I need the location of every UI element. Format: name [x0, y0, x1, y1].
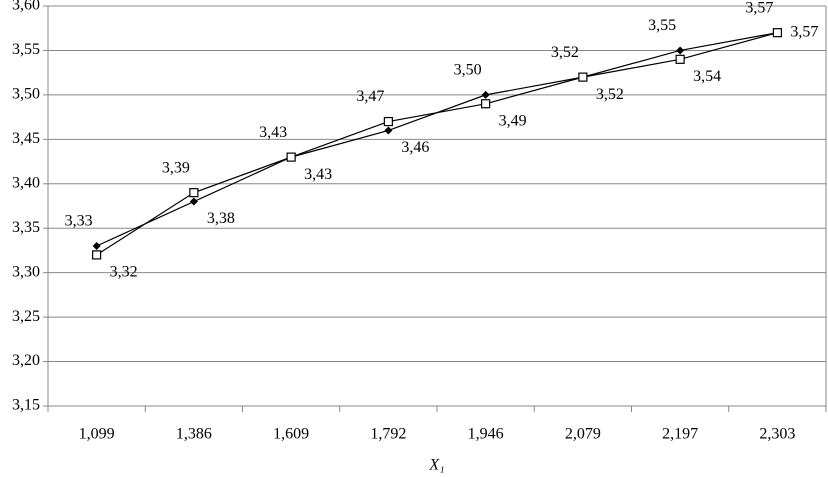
data-label: 3,47 — [356, 88, 384, 105]
y-tick-label: 3,25 — [12, 308, 40, 325]
y-tick-label: 3,55 — [12, 41, 40, 58]
data-label: 3,52 — [596, 86, 624, 103]
marker — [481, 99, 491, 109]
x-tick-label: 1,609 — [273, 426, 309, 443]
y-tick-label: 3,35 — [12, 219, 40, 236]
series-line — [96, 32, 778, 256]
data-label: 3,52 — [551, 44, 579, 61]
y-tick-label: 3,45 — [12, 130, 40, 147]
x-tick-label: 1,792 — [370, 426, 406, 443]
x-axis-label: X₁ — [428, 457, 444, 474]
marker — [676, 46, 685, 55]
x-tick-label: 2,079 — [565, 426, 601, 443]
marker — [772, 28, 782, 38]
marker — [92, 250, 102, 260]
marker — [384, 126, 393, 135]
x-tick-label: 1,099 — [79, 426, 115, 443]
data-label: 3,55 — [648, 17, 676, 34]
data-label: 3,32 — [110, 264, 138, 281]
y-tick-label: 3,50 — [12, 86, 40, 103]
marker — [189, 188, 199, 198]
data-label: 3,46 — [401, 139, 429, 156]
data-label: 3,57 — [745, 0, 773, 16]
marker — [189, 197, 198, 206]
x-tick-label: 2,197 — [662, 426, 698, 443]
marker — [675, 54, 685, 64]
x-tick-label: 1,946 — [468, 426, 504, 443]
data-label: 3,43 — [304, 166, 332, 183]
marker — [481, 90, 490, 99]
y-tick-label: 3,20 — [12, 352, 40, 369]
y-tick-label: 3,40 — [12, 174, 40, 191]
y-tick-label: 3,15 — [12, 397, 40, 414]
data-label: 3,43 — [259, 124, 287, 141]
data-label: 3,38 — [207, 210, 235, 227]
data-label: 3,50 — [454, 62, 482, 79]
data-label: 3,54 — [693, 68, 721, 85]
data-label: 3,39 — [162, 159, 190, 176]
data-label: 3,33 — [65, 213, 93, 230]
data-label: 3,49 — [499, 112, 527, 129]
y-tick-label: 3,30 — [12, 263, 40, 280]
data-label: 3,57 — [790, 23, 818, 40]
x-tick-label: 1,386 — [176, 426, 212, 443]
marker — [286, 152, 296, 162]
marker — [383, 116, 393, 127]
marker — [578, 72, 588, 82]
y-tick-label: 3,60 — [12, 0, 40, 14]
x-tick-label: 2,303 — [759, 426, 795, 443]
marker — [92, 242, 101, 250]
